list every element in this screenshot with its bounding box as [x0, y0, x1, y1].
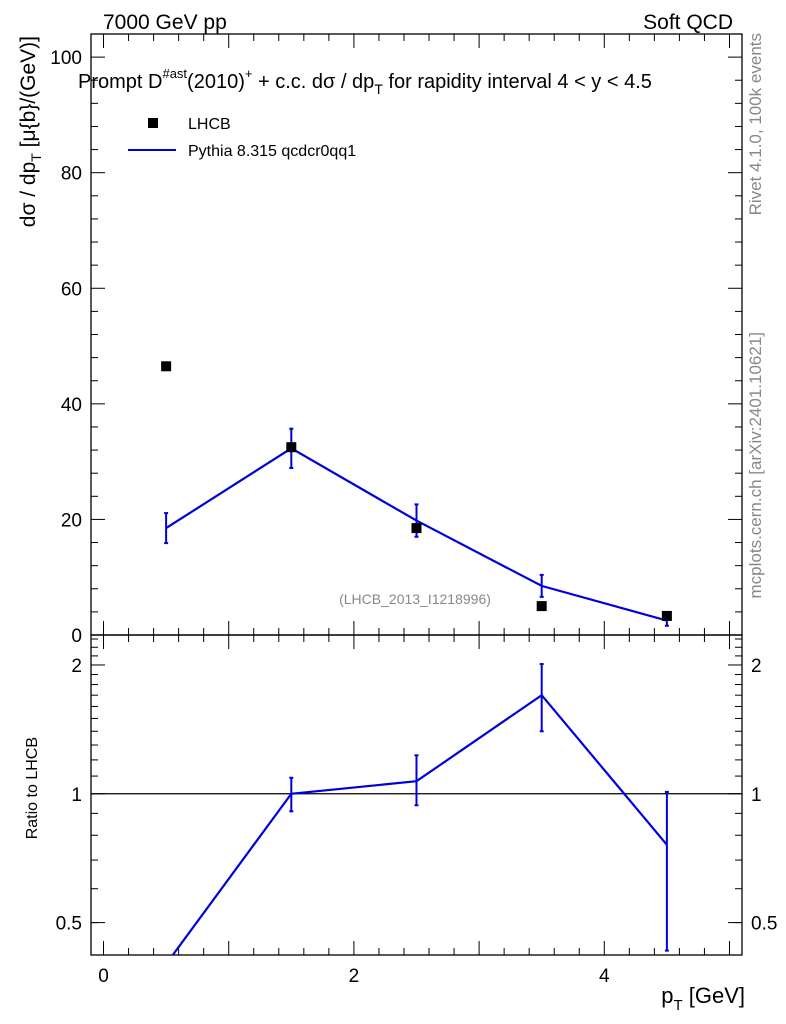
x-tick-label: 4 [599, 966, 610, 987]
ratio-y-tick-label-right: 0.5 [751, 914, 777, 935]
main-y-tick-label: 80 [61, 164, 82, 185]
ratio-y-tick-label-left: 0.5 [56, 914, 82, 935]
lhcb-data-point [536, 601, 547, 612]
ratio-axis-ticks: 0.5 0.5 1 1 2 2 0 2 4 [56, 635, 777, 987]
main-y-tick-label: 60 [61, 279, 82, 300]
ratio-y-axis-label: Ratio to LHCB [24, 737, 41, 839]
lhcb-data-point [411, 523, 422, 534]
header-right: Soft QCD [643, 11, 733, 34]
ratio-data-layer [91, 663, 742, 955]
main-y-tick-label: 20 [61, 510, 82, 531]
x-axis-label: pT [GeV] [661, 983, 745, 1014]
rivet-watermark: Rivet 4.1.0, 100k events [746, 33, 765, 215]
legend: LHCB Pythia 8.315 qcdcr0qq1 [128, 116, 356, 160]
main-axis-ticks: 0 20 40 60 80 100 [50, 33, 742, 647]
analysis-id: (LHCB_2013_I1218996) [339, 591, 491, 607]
legend-label-lhcb: LHCB [188, 116, 231, 133]
ratio-y-tick-label-left: 2 [71, 656, 82, 677]
lhcb-data-point [286, 442, 297, 453]
header-left: 7000 GeV pp [103, 11, 227, 34]
main-y-tick-label: 100 [50, 48, 82, 69]
x-tick-label: 2 [349, 966, 360, 987]
main-y-axis-label: dσ / dpT [μ{b}/(GeV)] [17, 36, 44, 227]
legend-marker-lhcb [148, 118, 158, 128]
ratio-line [171, 693, 668, 955]
ratio-y-tick-label-right: 1 [751, 785, 762, 806]
lhcb-data-point [661, 610, 672, 621]
ratio-y-tick-label-right: 2 [751, 656, 762, 677]
mcplots-watermark: mcplots.cern.ch [arXiv:2401.10621] [746, 332, 765, 598]
ratio-y-tick-label-left: 1 [71, 785, 82, 806]
main-title: Prompt D#ast(2010)+ + c.c. dσ / dpT for … [78, 66, 652, 97]
main-data-layer [161, 361, 672, 627]
lhcb-data-point [161, 361, 172, 372]
pythia-line [165, 447, 668, 622]
main-y-tick-label: 40 [61, 395, 82, 416]
ratio-plot-frame [90, 634, 743, 956]
main-y-tick-label: 0 [71, 626, 82, 647]
legend-label-pythia: Pythia 8.315 qcdcr0qq1 [188, 143, 356, 160]
x-tick-label: 0 [98, 966, 109, 987]
